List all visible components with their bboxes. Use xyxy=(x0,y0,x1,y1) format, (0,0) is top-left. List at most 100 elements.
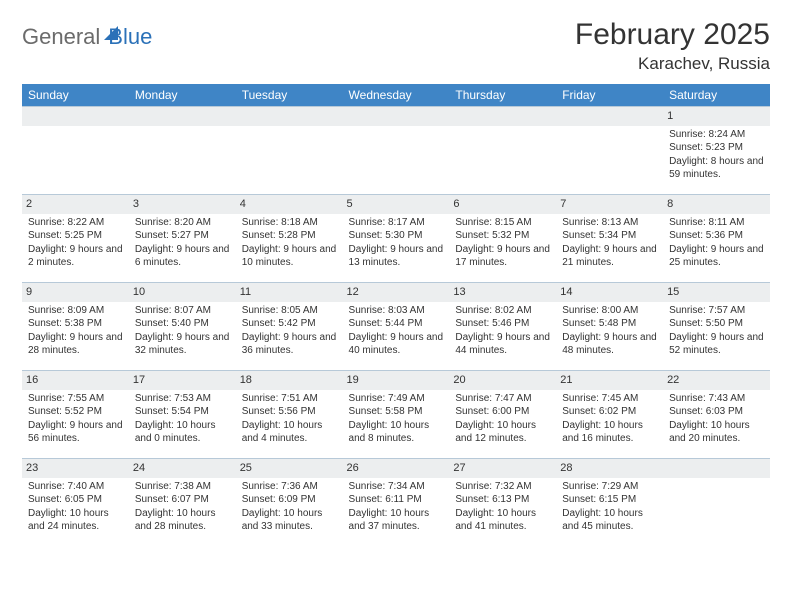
cell-line: Sunset: 6:13 PM xyxy=(455,493,550,507)
calendar-table: Sunday Monday Tuesday Wednesday Thursday… xyxy=(22,84,770,547)
cell-content: Sunrise: 8:22 AMSunset: 5:25 PMDaylight:… xyxy=(28,216,123,270)
cell-content: Sunrise: 8:00 AMSunset: 5:48 PMDaylight:… xyxy=(562,304,657,358)
day-number: 6 xyxy=(449,195,556,214)
calendar-cell: 25Sunrise: 7:36 AMSunset: 6:09 PMDayligh… xyxy=(236,459,343,547)
cell-content: Sunrise: 7:29 AMSunset: 6:15 PMDaylight:… xyxy=(562,480,657,534)
cell-content: Sunrise: 7:45 AMSunset: 6:02 PMDaylight:… xyxy=(562,392,657,446)
cell-line: Sunset: 5:34 PM xyxy=(562,229,657,243)
cell-line: Daylight: 9 hours and 52 minutes. xyxy=(669,331,764,358)
calendar-cell: 18Sunrise: 7:51 AMSunset: 5:56 PMDayligh… xyxy=(236,371,343,459)
cell-content: Sunrise: 8:18 AMSunset: 5:28 PMDaylight:… xyxy=(242,216,337,270)
cell-content: Sunrise: 7:57 AMSunset: 5:50 PMDaylight:… xyxy=(669,304,764,358)
cell-line: Sunset: 6:02 PM xyxy=(562,405,657,419)
calendar-cell: 16 Sunrise: 7:55 AMSunset: 5:52 PMDayligh… xyxy=(22,371,129,459)
day-number: 23 xyxy=(22,459,129,478)
cell-content: Sunrise: 8:03 AMSunset: 5:44 PMDaylight:… xyxy=(349,304,444,358)
calendar-cell: 1Sunrise: 8:24 AMSunset: 5:23 PMDaylight… xyxy=(663,107,770,195)
cell-line: Sunrise: 7:57 AM xyxy=(669,304,764,318)
cell-content: Sunrise: 7:53 AMSunset: 5:54 PMDaylight:… xyxy=(135,392,230,446)
cell-line: Daylight: 10 hours and 20 minutes. xyxy=(669,419,764,446)
calendar-cell: 7Sunrise: 8:13 AMSunset: 5:34 PMDaylight… xyxy=(556,195,663,283)
day-number: 21 xyxy=(556,371,663,390)
cell-line: Sunrise: 7:53 AM xyxy=(135,392,230,406)
cell-line: Daylight: 8 hours and 59 minutes. xyxy=(669,155,764,182)
day-number: 18 xyxy=(236,371,343,390)
cell-line: Sunrise: 8:18 AM xyxy=(242,216,337,230)
cell-line: Sunset: 6:07 PM xyxy=(135,493,230,507)
cell-line: Sunrise: 7:32 AM xyxy=(455,480,550,494)
cell-line: Sunset: 6:09 PM xyxy=(242,493,337,507)
cell-line: Sunrise: 7:47 AM xyxy=(455,392,550,406)
cell-line: Daylight: 10 hours and 37 minutes. xyxy=(349,507,444,534)
calendar-row: 23Sunrise: 7:40 AMSunset: 6:05 PMDayligh… xyxy=(22,459,770,547)
cell-line: Daylight: 10 hours and 33 minutes. xyxy=(242,507,337,534)
cell-line: Sunset: 5:50 PM xyxy=(669,317,764,331)
day-number: 11 xyxy=(236,283,343,302)
cell-line: Daylight: 9 hours and 44 minutes. xyxy=(455,331,550,358)
cell-line: Sunset: 5:30 PM xyxy=(349,229,444,243)
cell-line: Daylight: 9 hours and 56 minutes. xyxy=(28,419,123,446)
cell-line: Sunset: 6:00 PM xyxy=(455,405,550,419)
location-label: Karachev, Russia xyxy=(575,54,770,74)
cell-line: Sunset: 5:32 PM xyxy=(455,229,550,243)
day-number xyxy=(556,107,663,126)
calendar-cell: 15Sunrise: 7:57 AMSunset: 5:50 PMDayligh… xyxy=(663,283,770,371)
day-number: 27 xyxy=(449,459,556,478)
calendar-cell: 2Sunrise: 8:22 AMSunset: 5:25 PMDaylight… xyxy=(22,195,129,283)
day-number: 9 xyxy=(22,283,129,302)
cell-line: Sunrise: 8:20 AM xyxy=(135,216,230,230)
calendar-row: 2Sunrise: 8:22 AMSunset: 5:25 PMDaylight… xyxy=(22,195,770,283)
cell-line: Sunrise: 7:43 AM xyxy=(669,392,764,406)
cell-content: Sunrise: 8:07 AMSunset: 5:40 PMDaylight:… xyxy=(135,304,230,358)
cell-content: Sunrise: 8:20 AMSunset: 5:27 PMDaylight:… xyxy=(135,216,230,270)
day-number xyxy=(236,107,343,126)
cell-content: Sunrise: 8:13 AMSunset: 5:34 PMDaylight:… xyxy=(562,216,657,270)
day-number: 13 xyxy=(449,283,556,302)
cell-content: Sunrise: 7:36 AMSunset: 6:09 PMDaylight:… xyxy=(242,480,337,534)
cell-line: Daylight: 10 hours and 4 minutes. xyxy=(242,419,337,446)
calendar-cell: 19Sunrise: 7:49 AMSunset: 5:58 PMDayligh… xyxy=(343,371,450,459)
day-number: 3 xyxy=(129,195,236,214)
brand-text-1: General xyxy=(22,24,100,50)
cell-line: Sunset: 5:25 PM xyxy=(28,229,123,243)
calendar-cell: 6Sunrise: 8:15 AMSunset: 5:32 PMDaylight… xyxy=(449,195,556,283)
cell-line: Sunrise: 8:24 AM xyxy=(669,128,764,142)
weekday-header: Monday xyxy=(129,84,236,107)
cell-line: Sunrise: 7:49 AM xyxy=(349,392,444,406)
cell-line: Daylight: 9 hours and 25 minutes. xyxy=(669,243,764,270)
weekday-header: Saturday xyxy=(663,84,770,107)
cell-line: Daylight: 9 hours and 28 minutes. xyxy=(28,331,123,358)
day-number: 17 xyxy=(129,371,236,390)
cell-line: Daylight: 10 hours and 28 minutes. xyxy=(135,507,230,534)
weekday-header-row: Sunday Monday Tuesday Wednesday Thursday… xyxy=(22,84,770,107)
cell-content: Sunrise: 7:55 AMSunset: 5:52 PMDaylight:… xyxy=(28,392,123,446)
calendar-cell: 11Sunrise: 8:05 AMSunset: 5:42 PMDayligh… xyxy=(236,283,343,371)
cell-content: Sunrise: 8:11 AMSunset: 5:36 PMDaylight:… xyxy=(669,216,764,270)
day-number: 19 xyxy=(343,371,450,390)
calendar-row: 9Sunrise: 8:09 AMSunset: 5:38 PMDaylight… xyxy=(22,283,770,371)
cell-line: Sunset: 5:58 PM xyxy=(349,405,444,419)
cell-line: Sunrise: 8:09 AM xyxy=(28,304,123,318)
cell-line: Daylight: 9 hours and 13 minutes. xyxy=(349,243,444,270)
cell-line: Sunrise: 8:00 AM xyxy=(562,304,657,318)
cell-line: Sunset: 5:28 PM xyxy=(242,229,337,243)
cell-line: Daylight: 10 hours and 45 minutes. xyxy=(562,507,657,534)
day-number: 16 xyxy=(22,371,129,390)
weekday-header: Thursday xyxy=(449,84,556,107)
calendar-cell xyxy=(663,459,770,547)
cell-line: Daylight: 10 hours and 41 minutes. xyxy=(455,507,550,534)
cell-line: Sunset: 5:27 PM xyxy=(135,229,230,243)
calendar-cell: 4Sunrise: 8:18 AMSunset: 5:28 PMDaylight… xyxy=(236,195,343,283)
calendar-cell: 17 Sunrise: 7:53 AMSunset: 5:54 PMDayligh… xyxy=(129,371,236,459)
cell-line: Sunset: 6:03 PM xyxy=(669,405,764,419)
cell-content: Sunrise: 7:47 AMSunset: 6:00 PMDaylight:… xyxy=(455,392,550,446)
calendar-cell xyxy=(556,107,663,195)
cell-content: Sunrise: 8:17 AMSunset: 5:30 PMDaylight:… xyxy=(349,216,444,270)
day-number: 24 xyxy=(129,459,236,478)
cell-line: Daylight: 10 hours and 0 minutes. xyxy=(135,419,230,446)
cell-line: Sunrise: 7:40 AM xyxy=(28,480,123,494)
cell-line: Sunrise: 7:55 AM xyxy=(28,392,123,406)
weekday-header: Tuesday xyxy=(236,84,343,107)
month-title: February 2025 xyxy=(575,18,770,52)
cell-line: Daylight: 9 hours and 2 minutes. xyxy=(28,243,123,270)
